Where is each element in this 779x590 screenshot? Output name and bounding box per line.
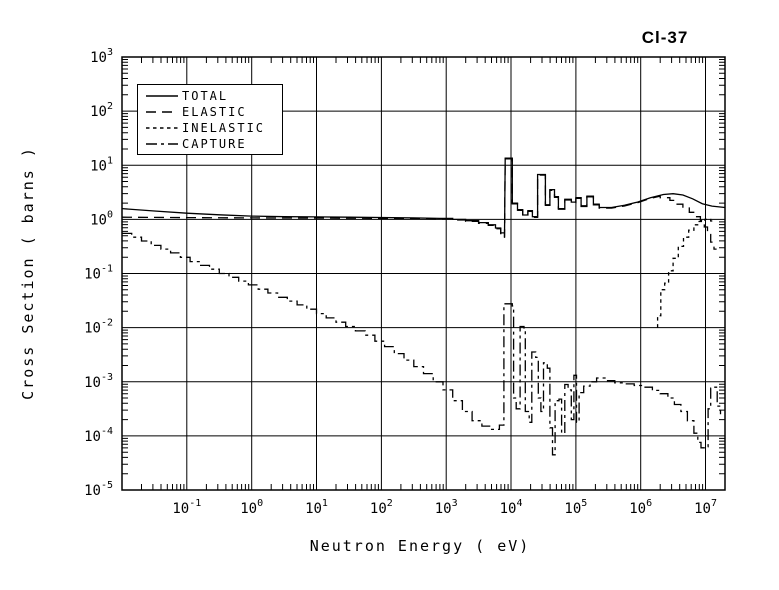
y-tick-label: 10-1: [84, 264, 113, 283]
legend-label-elastic: ELASTIC: [182, 105, 247, 119]
minor-ticks: [122, 57, 725, 490]
x-tick-label: 10-1: [172, 498, 201, 517]
legend-line-sample-inelastic: [146, 127, 178, 129]
y-tick-label: 10-5: [84, 480, 113, 499]
legend-item-elastic: ELASTIC: [145, 104, 282, 120]
x-tick-label: 103: [435, 498, 458, 517]
legend-label-total: TOTAL: [182, 89, 229, 103]
legend-line-sample-total: [146, 95, 178, 97]
y-tick-label: 10-4: [84, 426, 113, 445]
y-tick-label: 100: [90, 209, 113, 228]
series-total-curve: [121, 157, 726, 238]
y-tick-label: 10-2: [84, 318, 113, 337]
legend-line-sample-capture: [146, 143, 178, 145]
legend-item-inelastic: INELASTIC: [145, 120, 282, 136]
series-elastic-curve: [121, 158, 717, 250]
y-tick-label: 102: [90, 101, 113, 120]
x-tick-label: 106: [629, 498, 652, 517]
y-tick-label: 103: [90, 47, 113, 66]
x-tick-label: 101: [305, 498, 328, 517]
y-axis-label: Cross Section ( barns ): [19, 146, 37, 400]
legend-item-total: TOTAL: [145, 88, 282, 104]
legend-line-sample-elastic: [146, 111, 178, 113]
x-tick-label: 105: [564, 498, 587, 517]
x-tick-label: 102: [370, 498, 393, 517]
x-tick-label: 107: [694, 498, 717, 517]
legend: TOTAL ELASTIC INELASTIC CAPTURE: [137, 84, 283, 155]
series-inelastic-curve: [656, 218, 714, 328]
x-tick-label: 100: [240, 498, 263, 517]
plot-border: [121, 56, 726, 491]
legend-label-capture: CAPTURE: [182, 137, 247, 151]
legend-item-capture: CAPTURE: [145, 136, 282, 152]
series-capture-curve: [122, 232, 722, 456]
legend-label-inelastic: INELASTIC: [182, 121, 266, 135]
x-tick-label: 104: [500, 498, 523, 517]
figure-title: Cl-37: [641, 28, 689, 47]
x-axis-label: Neutron Energy ( eV): [309, 537, 531, 555]
y-tick-label: 10-3: [84, 372, 113, 391]
y-tick-label: 101: [90, 155, 113, 174]
